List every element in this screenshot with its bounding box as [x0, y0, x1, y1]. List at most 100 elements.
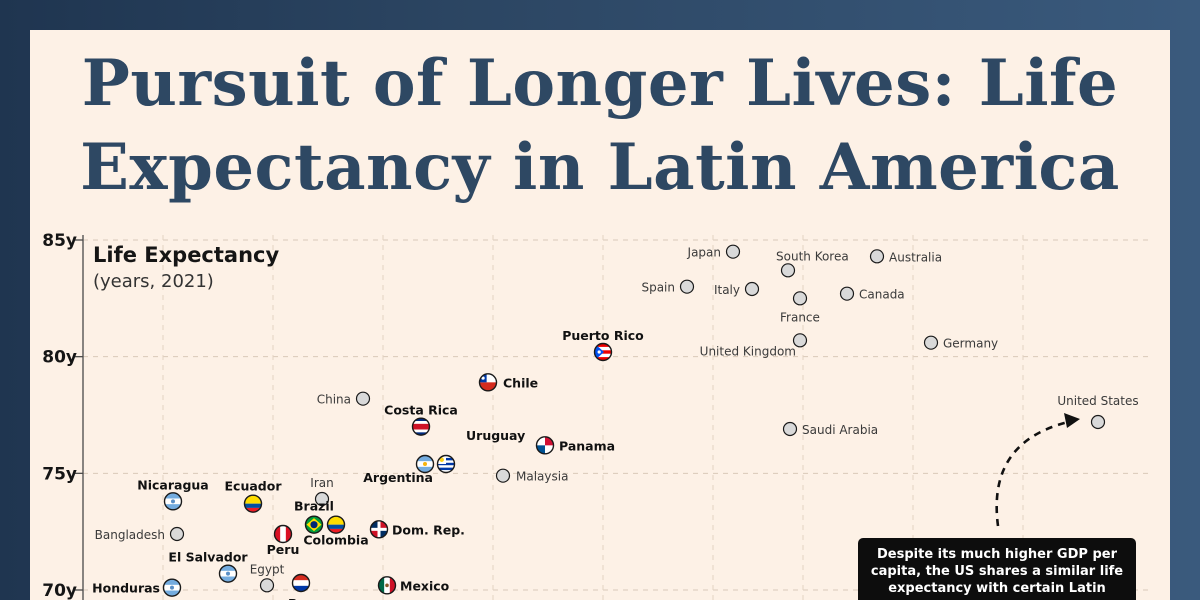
y-tick-label: 85y	[42, 231, 77, 251]
dot-marker-bangladesh	[169, 526, 185, 542]
dot-marker-japan	[725, 244, 741, 259]
point-label: Chile	[503, 375, 538, 390]
dot-marker-italy	[744, 281, 760, 297]
point-united-kingdom: United Kingdom	[700, 333, 808, 358]
point-costa-rica: Costa Rica	[384, 403, 458, 436]
point-honduras: Honduras	[92, 578, 182, 597]
point-label: Ecuador	[225, 479, 283, 494]
point-canada: Canada	[839, 286, 905, 302]
dot-marker-iran	[314, 491, 330, 507]
point-chile: Chile	[478, 373, 538, 392]
point-south-korea: South Korea	[776, 249, 849, 278]
flag-marker-costa-rica	[411, 417, 431, 436]
data-points: Japan South Korea Australia Spain Italy Canad…	[92, 244, 1139, 600]
point-malaysia: Malaysia	[495, 468, 568, 484]
point-panama: Panama	[535, 436, 615, 455]
dot-marker-united-kingdom	[792, 333, 808, 348]
point-label: South Korea	[776, 249, 849, 263]
flag-marker-uruguay	[436, 454, 456, 474]
flag-marker-colombia	[326, 515, 346, 534]
dot-marker-egypt	[259, 578, 275, 593]
flag-marker-dom-rep	[369, 520, 389, 539]
flag-marker-ecuador	[243, 494, 263, 513]
y-axis-subtitle: (years, 2021)	[93, 271, 214, 292]
point-label: China	[317, 393, 351, 407]
flag-marker-el-salvador	[218, 564, 238, 583]
flag-marker-panama	[535, 436, 555, 455]
flag-marker-puerto-rico	[593, 342, 613, 362]
flag-marker-peru	[273, 524, 293, 544]
point-label: Iran	[310, 476, 333, 490]
point-label: Paraguay	[288, 596, 354, 600]
point-label: Japan	[687, 246, 721, 260]
point-label: Brazil	[294, 499, 334, 514]
point-label: Panama	[559, 438, 615, 453]
annotation-arrow	[995, 413, 1080, 527]
dot-marker-united-states	[1090, 414, 1106, 430]
dot-marker-france	[792, 291, 808, 306]
point-italy: Italy	[714, 281, 760, 297]
scatter-plot: 85y 80y 75y 70y Life Expectancy (years, 202…	[42, 231, 1150, 600]
point-label: El Salvador	[168, 550, 248, 565]
point-label: Puerto Rico	[562, 328, 644, 343]
flag-marker-chile	[478, 373, 498, 392]
point-peru: Peru	[267, 524, 300, 557]
annotation-callout: Despite its much higher GDP per capita, …	[858, 538, 1136, 600]
point-label: Egypt	[250, 562, 285, 576]
point-nicaragua: Nicaragua	[137, 477, 209, 511]
point-label: Germany	[943, 337, 998, 351]
point-japan: Japan	[687, 244, 741, 260]
point-label: Saudi Arabia	[802, 423, 878, 437]
point-germany: Germany	[923, 335, 998, 351]
flag-marker-honduras	[162, 578, 182, 597]
point-label: Honduras	[92, 581, 160, 596]
point-iran: Iran	[310, 476, 334, 507]
dot-marker-spain	[679, 279, 695, 294]
point-label: Peru	[267, 542, 300, 557]
point-label: Italy	[714, 283, 740, 297]
point-label: Bangladesh	[95, 528, 165, 542]
flag-marker-argentina	[415, 454, 435, 474]
point-mexico: Mexico	[377, 576, 450, 595]
point-australia: Australia	[869, 249, 942, 264]
point-puerto-rico: Puerto Rico	[562, 328, 644, 362]
point-paraguay: Paraguay	[288, 573, 354, 600]
point-label: Mexico	[400, 578, 450, 593]
point-dom-rep: Dom. Rep.	[369, 520, 465, 539]
point-china: China	[317, 391, 371, 407]
y-axis-ticks: 85y 80y 75y 70y	[42, 231, 83, 600]
point-ecuador: Ecuador	[225, 479, 283, 513]
point-label: Colombia	[303, 533, 368, 548]
y-tick-label: 75y	[42, 464, 77, 484]
point-colombia: Colombia	[303, 515, 369, 548]
point-uruguay: Uruguay	[436, 428, 525, 474]
point-label: Canada	[859, 288, 905, 302]
point-label: Uruguay	[466, 428, 525, 443]
flag-marker-nicaragua	[163, 492, 183, 511]
flag-marker-paraguay	[291, 573, 311, 593]
dot-marker-australia	[869, 249, 885, 264]
y-axis-title: Life Expectancy	[93, 243, 279, 267]
point-label: Costa Rica	[384, 403, 458, 418]
chart-card: Pursuit of Longer Lives: Life Expectancy…	[30, 30, 1170, 600]
point-label: Spain	[641, 281, 675, 295]
dot-marker-china	[355, 391, 371, 406]
point-brazil: Brazil	[294, 499, 334, 534]
point-label: United States	[1057, 394, 1138, 408]
dot-marker-south-korea	[780, 263, 796, 278]
point-united-states: United States	[1057, 394, 1139, 430]
point-label: United Kingdom	[700, 344, 796, 358]
y-tick-label: 80y	[42, 348, 77, 368]
point-label: Nicaragua	[137, 477, 208, 492]
flag-marker-mexico	[377, 576, 397, 595]
y-tick-label: 70y	[42, 581, 77, 600]
point-bangladesh: Bangladesh	[95, 526, 185, 542]
flag-marker-brazil	[304, 515, 324, 534]
point-label: Australia	[889, 250, 942, 264]
chart-title: Pursuit of Longer Lives: Life Expectancy…	[80, 46, 1120, 205]
point-label: Argentina	[363, 470, 433, 485]
dot-marker-malaysia	[495, 468, 511, 483]
point-egypt: Egypt	[250, 562, 285, 593]
dot-marker-germany	[923, 335, 939, 350]
point-spain: Spain	[641, 279, 695, 295]
